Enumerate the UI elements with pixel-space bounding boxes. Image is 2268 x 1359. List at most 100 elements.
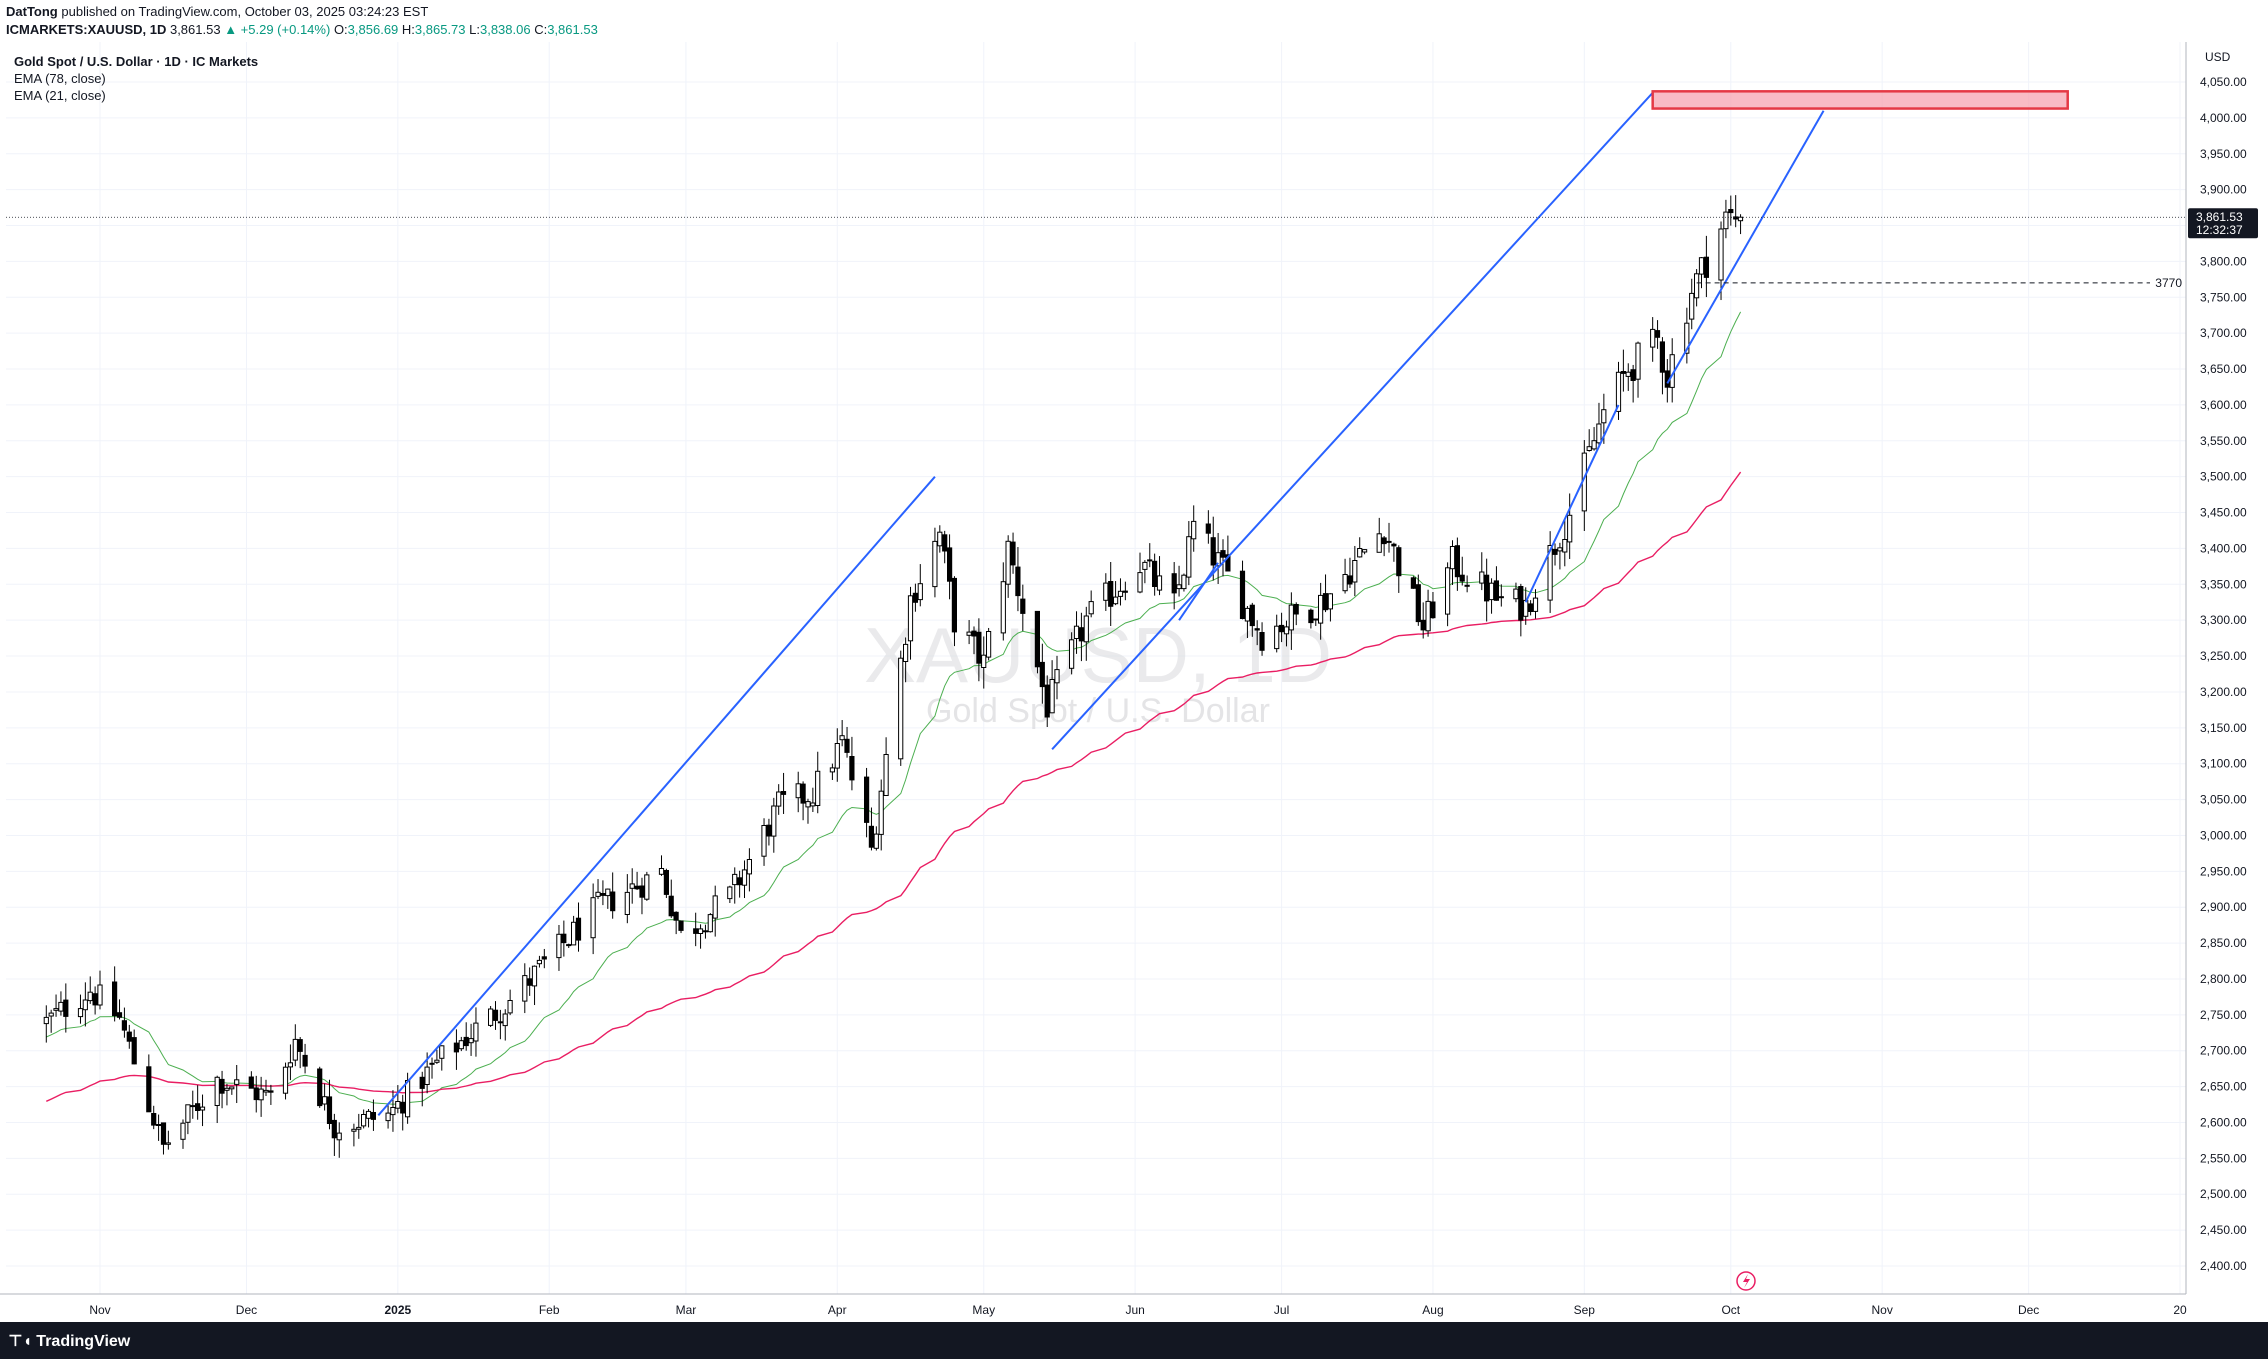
candle xyxy=(1684,307,1690,364)
candle-body xyxy=(224,1087,230,1091)
candle xyxy=(53,994,59,1017)
y-tick-label: 3,000.00 xyxy=(2200,828,2247,842)
candle xyxy=(1215,532,1221,584)
candle-body xyxy=(1464,584,1470,587)
y-tick-label: 3,600.00 xyxy=(2200,398,2247,412)
candle xyxy=(883,737,889,796)
candle-body xyxy=(610,891,616,912)
candle xyxy=(976,618,982,682)
candle xyxy=(829,763,835,780)
time-axis[interactable]: Nov Dec 2025 Feb Mar Apr May Jun Jul Aug Sep Oct Nov… xyxy=(0,1293,2187,1317)
candle-body xyxy=(1459,574,1465,582)
candle xyxy=(1528,600,1534,616)
candle-body xyxy=(1723,211,1729,230)
target-zone xyxy=(1651,90,2069,110)
candle xyxy=(805,798,811,824)
candle-body xyxy=(986,631,992,658)
candle xyxy=(917,564,923,607)
candle xyxy=(395,1085,401,1114)
candle-body xyxy=(1318,594,1324,624)
candle xyxy=(1562,520,1568,567)
candle-body xyxy=(1532,597,1539,612)
candle-body xyxy=(507,1000,513,1014)
candle-body xyxy=(1513,588,1519,600)
candle-body xyxy=(1410,577,1417,589)
candle-body xyxy=(1557,547,1563,552)
candle-body xyxy=(434,1059,440,1063)
candle-body xyxy=(1376,533,1382,553)
candle xyxy=(1445,562,1451,627)
candle xyxy=(673,911,679,935)
candle-body xyxy=(644,874,650,900)
tradingview-brand[interactable]: ⊤◖ TradingView xyxy=(8,1331,130,1351)
candle xyxy=(365,1108,372,1128)
brand-text: TradingView xyxy=(36,1333,131,1350)
candle xyxy=(419,1071,425,1107)
y-tick-label: 3,700.00 xyxy=(2200,326,2247,340)
candle xyxy=(1069,632,1075,675)
candle xyxy=(907,586,914,660)
y-tick-label: 4,050.00 xyxy=(2200,75,2247,89)
candle xyxy=(48,1009,54,1033)
candle xyxy=(1122,581,1128,601)
candle-body xyxy=(1069,639,1075,669)
candle xyxy=(322,1083,328,1111)
candle xyxy=(1586,429,1592,452)
candle xyxy=(903,637,909,683)
candle xyxy=(356,1113,362,1139)
candle xyxy=(522,963,528,1014)
candle-body xyxy=(253,1087,259,1101)
candle-body xyxy=(898,657,904,760)
candle xyxy=(1147,543,1153,568)
drawings[interactable]: 3770 xyxy=(6,90,2186,1116)
candle-body xyxy=(1088,601,1094,615)
open-value: 3,856.69 xyxy=(347,22,399,37)
legend-ema21[interactable]: EMA (21, close) xyxy=(14,88,106,103)
flash-icon[interactable] xyxy=(1736,1271,1756,1291)
candle-body xyxy=(883,754,889,796)
candle xyxy=(966,620,972,645)
candle xyxy=(1396,545,1402,593)
candle xyxy=(1728,195,1734,226)
y-tick-label: 2,800.00 xyxy=(2200,972,2247,986)
candle xyxy=(1703,235,1710,298)
candle-body xyxy=(1171,573,1177,594)
candle xyxy=(1513,582,1519,603)
candle xyxy=(58,991,64,1016)
candle-body xyxy=(77,1008,84,1018)
candle xyxy=(1591,427,1597,451)
legend-title[interactable]: Gold Spot / U.S. Dollar · 1D · IC Market… xyxy=(14,54,259,69)
candle-body xyxy=(405,1080,411,1118)
candle xyxy=(1698,257,1705,289)
candle xyxy=(1244,605,1251,638)
candle xyxy=(1567,493,1573,559)
candle-body xyxy=(737,877,743,886)
candle-body xyxy=(287,1062,293,1068)
ohlc-line: ICMARKETS:XAUUSD, 1D 3,861.53 ▲ +5.29 (+… xyxy=(6,22,598,37)
candle-body xyxy=(595,891,601,897)
last-price: 3,861.53 xyxy=(169,22,221,37)
candle-body xyxy=(195,1103,201,1111)
candle xyxy=(663,868,669,899)
price-chart[interactable]: XAUUSD, 1D Gold Spot / U.S. Dollar 3770 … xyxy=(0,42,2268,1322)
candle xyxy=(429,1057,435,1079)
candle xyxy=(590,883,596,955)
candle xyxy=(556,924,562,971)
candle-body xyxy=(1020,598,1026,614)
candle-body xyxy=(1113,596,1119,605)
candle-body xyxy=(810,802,816,807)
candle xyxy=(595,879,601,900)
candle xyxy=(1205,510,1211,544)
candle-body xyxy=(834,743,840,769)
legend-ema78[interactable]: EMA (78, close) xyxy=(14,71,106,86)
y-tick-label: 2,500.00 xyxy=(2200,1187,2247,1201)
publisher-name[interactable]: DatTong xyxy=(6,4,58,19)
candle-body xyxy=(981,654,987,669)
candle xyxy=(1108,561,1114,627)
candle-body xyxy=(590,897,596,939)
candle xyxy=(878,779,884,851)
candle-body xyxy=(97,984,103,1006)
price-axis[interactable]: USD 2,400.00 2,450.00 2,500.00 2,550.00 2,60… xyxy=(2185,42,2268,1322)
candle-body xyxy=(668,895,674,917)
candle xyxy=(180,1119,186,1149)
